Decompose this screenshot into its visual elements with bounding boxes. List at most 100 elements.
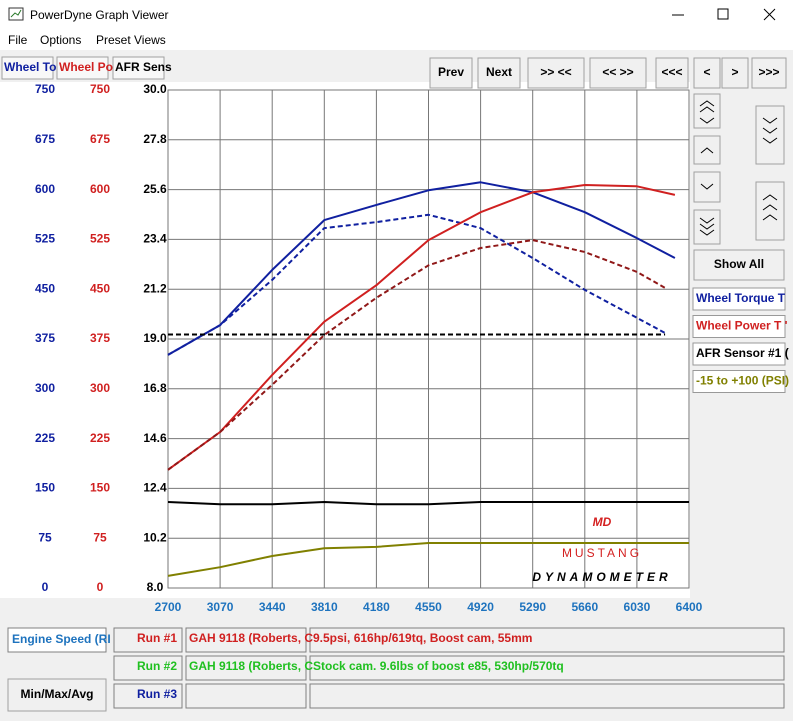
y-tick-label: 450	[90, 281, 110, 295]
toolbar-button[interactable]	[721, 57, 749, 89]
legend-label: -15 to +100 (PSI)	[696, 374, 789, 388]
axis-tab-label: Wheel To	[4, 60, 56, 74]
legend-box[interactable]	[692, 370, 786, 393]
run-label: Run #1	[137, 631, 177, 645]
y-tick-label: 14.6	[143, 431, 167, 445]
close-btn[interactable]	[763, 8, 776, 21]
x-tick-label: 3440	[259, 600, 286, 614]
x-tick-label: 3070	[207, 600, 234, 614]
y-tick-label: 25.6	[143, 182, 167, 196]
series-line	[167, 184, 676, 471]
legend-box[interactable]	[692, 315, 786, 338]
toolbar-button[interactable]	[693, 57, 721, 89]
toolbar-button-label: >	[731, 65, 738, 79]
y-tick-label: 675	[90, 132, 110, 146]
chevron-icon	[762, 194, 778, 221]
axis-tab[interactable]	[56, 56, 109, 80]
x-tick-label: 6030	[624, 600, 651, 614]
legend-box[interactable]	[692, 342, 786, 366]
run-notes-box	[309, 683, 785, 709]
scroll-btn[interactable]	[693, 171, 721, 203]
axis-tab[interactable]	[1, 56, 54, 80]
scroll-btn[interactable]	[693, 209, 721, 245]
toolbar-button[interactable]	[589, 57, 647, 89]
run-label-box	[113, 683, 183, 709]
x-tick-label: 4180	[363, 600, 390, 614]
run-vehicle: GAH 9118 (Roberts, C	[189, 631, 313, 645]
run-vehicle-box	[185, 627, 307, 653]
menu-item[interactable]: Preset Views	[96, 33, 166, 47]
chevron-icon	[699, 217, 715, 236]
y-tick-label: 600	[90, 182, 110, 196]
scroll-btn[interactable]	[693, 93, 721, 129]
y-tick-label: 30.0	[143, 82, 167, 96]
y-tick-label: 225	[35, 431, 55, 445]
chevron-icon	[762, 117, 778, 144]
axis-tab[interactable]	[112, 56, 165, 80]
toolbar-button[interactable]	[527, 57, 585, 89]
y-tick-label: 0	[42, 580, 49, 594]
legend-label: AFR Sensor #1 (	[696, 346, 789, 360]
y-tick-label: 21.2	[143, 281, 167, 295]
logo-sub: DYNAMOMETER	[532, 570, 671, 584]
y-tick-label: 0	[97, 580, 104, 594]
y-tick-label: 75	[38, 530, 52, 544]
run-notes-box	[309, 627, 785, 653]
y-tick-label: 375	[35, 331, 55, 345]
logo-mark: MD	[593, 515, 612, 529]
toolbar-button[interactable]	[655, 57, 689, 89]
menu-item[interactable]: Options	[40, 33, 81, 47]
series-line	[167, 213, 666, 356]
min-max-avg-label: Min/Max/Avg	[21, 687, 94, 701]
x-tick-label: 5290	[519, 600, 546, 614]
axis-tab-label: Wheel Po	[59, 60, 113, 74]
x-field-box[interactable]	[7, 627, 107, 653]
run-notes-box	[309, 655, 785, 681]
y-tick-label: 750	[35, 82, 55, 96]
y-tick-label: 75	[93, 530, 107, 544]
y-tick-label: 225	[90, 431, 110, 445]
run-vehicle-box	[185, 683, 307, 709]
toolbar-button[interactable]	[429, 57, 473, 89]
toolbar-button-label: << >>	[602, 65, 633, 79]
y-tick-label: 300	[35, 381, 55, 395]
legend-label: Wheel Torque T	[696, 291, 786, 305]
run-vehicle-box	[185, 655, 307, 681]
run-label-box	[113, 655, 183, 681]
show-all-label: Show All	[714, 257, 764, 271]
logo-name: MUSTANG	[562, 546, 642, 560]
run-vehicle: GAH 9118 (Roberts, C	[189, 659, 313, 673]
x-tick-label: 3810	[311, 600, 338, 614]
app-icon-line	[10, 9, 22, 18]
y-tick-label: 12.4	[143, 481, 167, 495]
scroll-btn[interactable]	[755, 105, 785, 165]
legend-box[interactable]	[692, 287, 786, 311]
run-label: Run #2	[137, 659, 177, 673]
x-tick-label: 5660	[571, 600, 598, 614]
y-tick-label: 525	[90, 232, 110, 246]
menu-item[interactable]: File	[8, 33, 28, 47]
chevron-icon	[700, 183, 714, 190]
axis-tab-label: AFR Sens	[115, 60, 172, 74]
maximize-btn[interactable]	[717, 8, 729, 20]
x-tick-label: 4920	[467, 600, 494, 614]
run-label-box	[113, 627, 183, 653]
y-tick-label: 150	[35, 481, 55, 495]
show-all-button[interactable]	[693, 249, 785, 281]
legend-label: Wheel Power T '	[696, 319, 788, 333]
toolbar-button-label: <	[703, 65, 710, 79]
y-tick-label: 10.2	[143, 530, 167, 544]
y-tick-label: 300	[90, 381, 110, 395]
scroll-btn[interactable]	[693, 135, 721, 165]
series-line	[167, 501, 689, 506]
x-field-label: Engine Speed (RI	[12, 632, 111, 646]
toolbar-button[interactable]	[751, 57, 787, 89]
scroll-btn[interactable]	[755, 181, 785, 241]
y-tick-label: 16.8	[143, 381, 167, 395]
min-max-avg-button[interactable]	[7, 678, 107, 712]
y-tick-label: 150	[90, 481, 110, 495]
y-tick-label: 600	[35, 182, 55, 196]
toolbar-button[interactable]	[477, 57, 521, 89]
